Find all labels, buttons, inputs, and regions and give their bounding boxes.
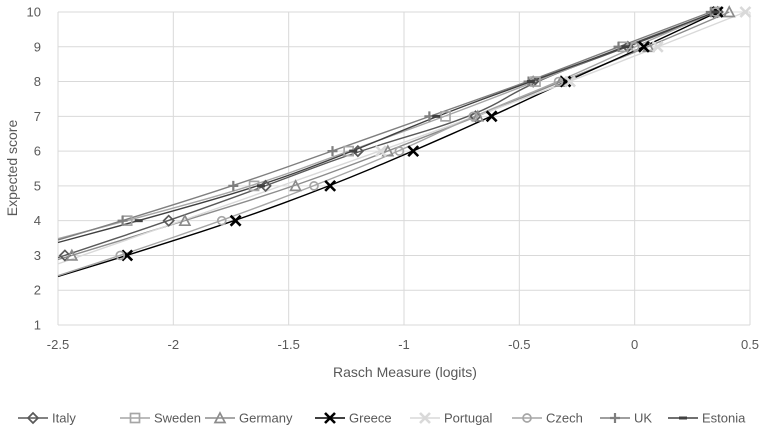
marker-germany	[381, 144, 395, 157]
legend-label-italy: Italy	[52, 411, 76, 426]
marker-estonia	[349, 149, 358, 153]
marker-italy	[58, 249, 72, 262]
y-tick-label: 3	[34, 248, 41, 263]
y-tick-label: 8	[34, 74, 41, 89]
y-tick-label: 6	[34, 144, 41, 159]
marker-greece	[637, 40, 650, 53]
marker-greece	[485, 110, 498, 123]
marker-greece	[407, 145, 420, 158]
marker-estonia	[432, 114, 441, 118]
marker-estonia	[256, 184, 265, 188]
legend-label-greece: Greece	[349, 411, 392, 426]
marker-portugal	[375, 145, 387, 158]
x-tick-label: 0	[631, 337, 638, 352]
line-germany	[57, 11, 730, 261]
y-tick-label: 5	[34, 178, 41, 193]
marker-germany	[471, 109, 485, 122]
line-greece	[57, 11, 718, 278]
marker-czech	[468, 111, 479, 122]
line-czech	[57, 11, 716, 277]
line-portugal	[57, 11, 746, 265]
x-tick-label: -2.5	[47, 337, 69, 352]
marker-germany	[722, 5, 736, 18]
marker-estonia	[711, 10, 720, 14]
legend-label-czech: Czech	[546, 411, 583, 426]
legend-marker-uk	[610, 413, 620, 423]
marker-uk	[327, 146, 338, 157]
x-tick-label: -2	[168, 337, 180, 352]
series-lines	[57, 11, 746, 278]
legend-marker-sweden	[129, 412, 141, 424]
marker-greece	[121, 249, 134, 262]
marker-portugal	[739, 6, 752, 18]
marker-estonia	[526, 80, 535, 84]
marker-italy	[259, 179, 272, 193]
marker-germany	[178, 213, 192, 227]
legend-label-portugal: Portugal	[444, 411, 493, 426]
x-tick-label: -1.5	[277, 337, 299, 352]
y-tick-label: 7	[34, 109, 41, 124]
y-tick-label: 2	[34, 283, 41, 298]
marker-sweden	[440, 110, 451, 122]
marker-uk	[117, 215, 128, 226]
legend-label-estonia: Estonia	[702, 411, 746, 426]
marker-czech	[553, 76, 564, 87]
marker-italy	[351, 144, 365, 158]
legend-marker-italy	[26, 411, 40, 425]
marker-greece	[559, 75, 572, 88]
y-tick-label: 1	[34, 318, 41, 333]
legend-marker-germany	[213, 411, 227, 424]
marker-czech	[394, 146, 405, 156]
legend-label-sweden: Sweden	[154, 411, 201, 426]
marker-portugal	[564, 75, 576, 88]
y-tick-label: 9	[34, 39, 41, 54]
marker-uk	[228, 180, 239, 191]
marker-italy	[162, 214, 175, 227]
legend-marker-estonia	[679, 416, 687, 420]
legend: Italy Sweden Germany Greece Portugal Czech UK E…	[18, 411, 746, 426]
legend-marker-portugal	[419, 412, 431, 424]
axis-tick-labels: -2.5 -2 -1.5 -1 -0.5 0 0.5 1 2 3 4 5 6 7 8 9 10	[27, 5, 760, 353]
y-tick-label: 4	[34, 213, 41, 228]
marker-czech	[115, 250, 126, 261]
marker-germany	[65, 248, 79, 261]
y-tick-label: 10	[27, 5, 41, 20]
x-tick-label: -1	[398, 337, 410, 352]
x-tick-label: 0.5	[741, 337, 759, 352]
marker-czech	[216, 215, 227, 226]
legend-label-uk: UK	[634, 411, 652, 426]
marker-czech	[309, 181, 319, 191]
y-axis-title: Expected score	[4, 120, 20, 217]
marker-germany	[289, 179, 302, 192]
line-uk	[57, 11, 712, 241]
marker-estonia	[621, 45, 630, 49]
marker-greece	[229, 214, 242, 227]
marker-greece	[324, 179, 337, 192]
gridlines	[57, 11, 751, 326]
legend-label-germany: Germany	[239, 411, 293, 426]
marker-portugal	[651, 40, 664, 53]
legend-marker-greece	[324, 412, 336, 424]
x-axis-title: Rasch Measure (logits)	[333, 364, 477, 380]
marker-estonia	[134, 219, 143, 223]
legend-marker-czech	[522, 413, 532, 423]
series-markers	[58, 5, 752, 262]
marker-czech	[629, 41, 640, 52]
x-tick-label: -0.5	[508, 337, 530, 352]
